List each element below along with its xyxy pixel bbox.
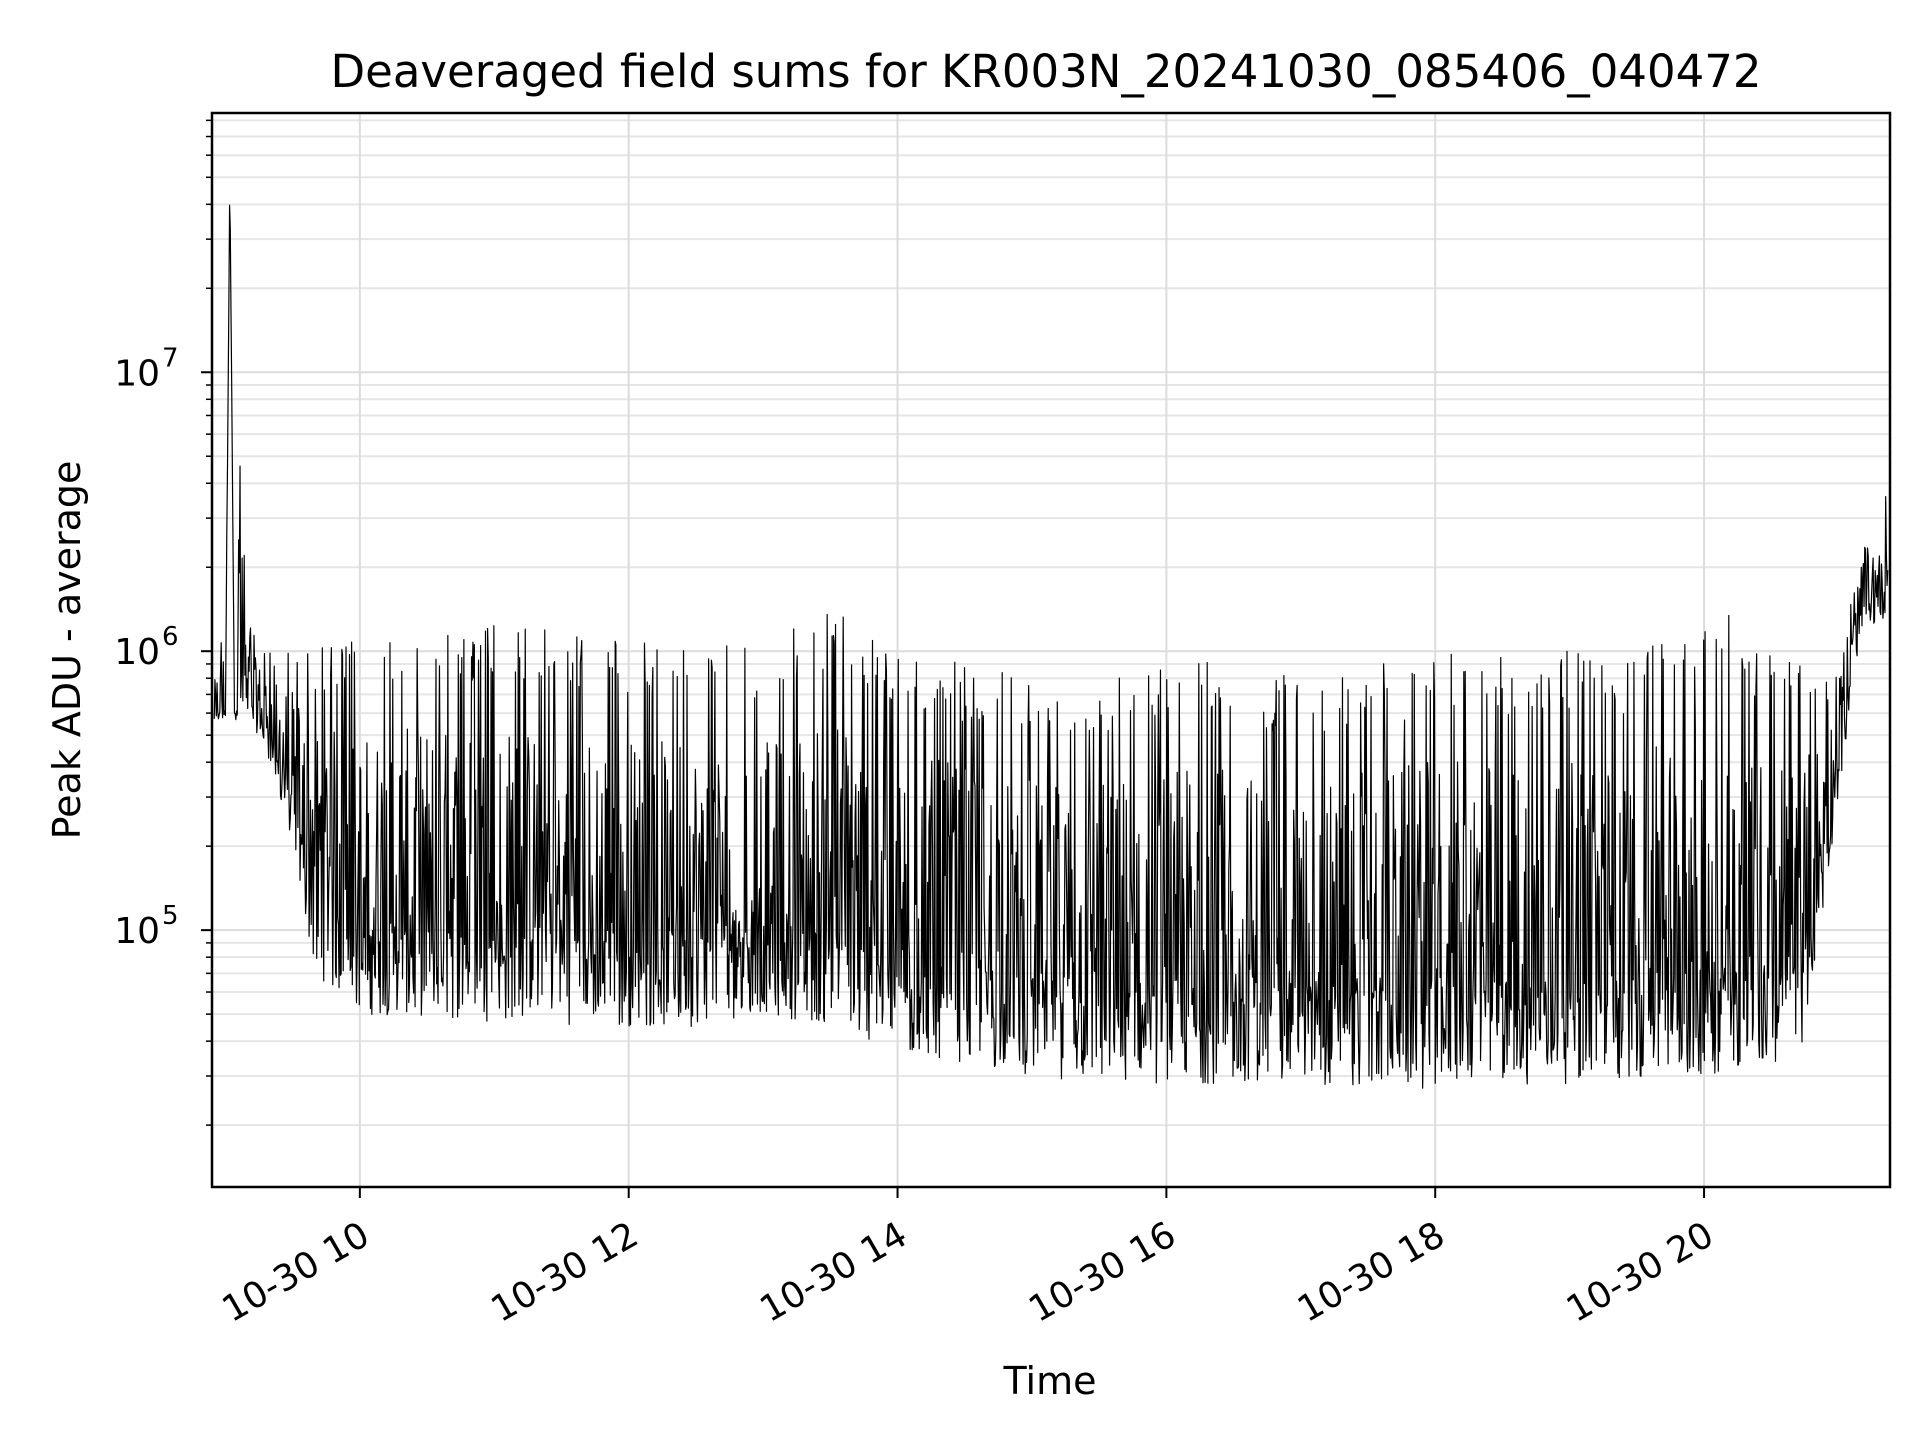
x-axis-ticks: 10-30 10 10-30 12 10-30 14 10-30 16 10-30 18… [216, 1187, 1721, 1331]
x-axis-label: Time [1003, 1359, 1097, 1403]
y-tick-label: 10 [114, 353, 160, 394]
plot-frame [210, 111, 1892, 1189]
x-tick-label: 10-30 12 [485, 1214, 646, 1330]
y-tick-label: 10 [114, 632, 160, 673]
chart-title: Deaveraged field sums for KR003N_2024103… [331, 45, 1762, 98]
x-tick-label: 10-30 14 [753, 1214, 914, 1330]
y-tick-exponent: 5 [162, 901, 179, 931]
y-tick-label: 10 [114, 911, 160, 952]
y-tick-exponent: 7 [162, 343, 179, 373]
series-line [213, 204, 1889, 1089]
x-tick-label: 10-30 20 [1560, 1214, 1721, 1330]
data-series [213, 204, 1889, 1089]
plot-background [212, 113, 1890, 1187]
y-tick-exponent: 6 [162, 622, 179, 652]
x-tick-label: 10-30 16 [1022, 1214, 1183, 1330]
x-tick-label: 10-30 18 [1291, 1214, 1452, 1330]
y-axis-label: Peak ADU - average [45, 461, 89, 840]
x-tick-label: 10-30 10 [216, 1214, 377, 1330]
